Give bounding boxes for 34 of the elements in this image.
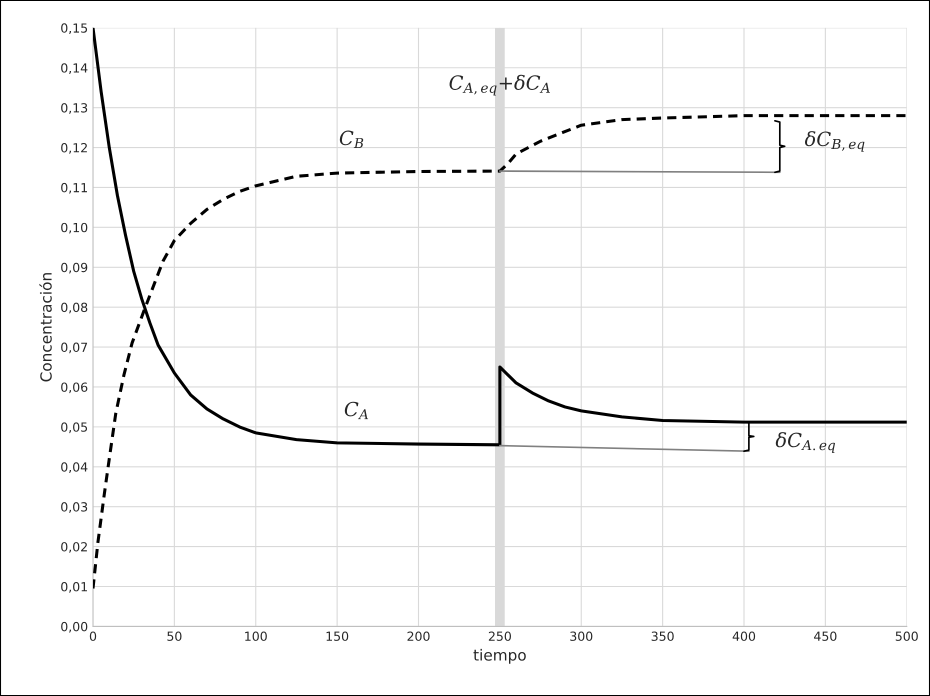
x-tick-label: 500 xyxy=(896,631,918,641)
y-tick-label: 0,13 xyxy=(61,103,88,114)
y-tick-label: 0,15 xyxy=(61,23,88,34)
x-tick-label: 0 xyxy=(90,631,96,641)
y-tick-label: 0,11 xyxy=(61,182,87,194)
y-tick-label: 0,06 xyxy=(61,382,88,394)
y-tick-label: 0,02 xyxy=(61,542,87,553)
x-tick-label: 50 xyxy=(167,631,182,641)
x-tick-label: 100 xyxy=(245,631,267,641)
y-tick-label: 0,00 xyxy=(61,622,88,633)
x-tick-label: 300 xyxy=(570,631,592,641)
y-tick-label: 0,07 xyxy=(61,342,88,354)
y-tick-label: 0,05 xyxy=(61,422,88,434)
y-tick-label: 0,01 xyxy=(61,582,87,593)
annotation: δC$_{A.eq}$ xyxy=(776,432,836,453)
y-tick-label: 0,10 xyxy=(61,222,88,234)
annotation: C$_{B}$ xyxy=(340,130,364,148)
y-tick-label: 0,03 xyxy=(61,502,88,513)
annotation: δC$_{B,eq}$ xyxy=(805,131,864,152)
y-tick-label: 0,14 xyxy=(61,63,88,74)
y-tick-label: 0,08 xyxy=(61,302,88,314)
y-tick-label: 0,04 xyxy=(61,462,88,473)
annotation: C$_{A,eq}$+δC$_{A}$ xyxy=(450,74,550,96)
y-axis-title: Concentración xyxy=(39,273,52,382)
x-axis-title: tiempo xyxy=(474,648,526,664)
x-tick-label: 450 xyxy=(814,631,836,641)
y-tick-label: 0,12 xyxy=(61,143,87,154)
annotation: C$_{A}$ xyxy=(344,402,368,420)
x-tick-label: 350 xyxy=(652,631,674,641)
x-tick-label: 250 xyxy=(488,631,511,641)
x-tick-label: 400 xyxy=(732,631,756,641)
y-tick-label: 0,09 xyxy=(61,262,88,274)
x-tick-label: 150 xyxy=(326,631,348,641)
x-tick-label: 200 xyxy=(407,631,430,641)
